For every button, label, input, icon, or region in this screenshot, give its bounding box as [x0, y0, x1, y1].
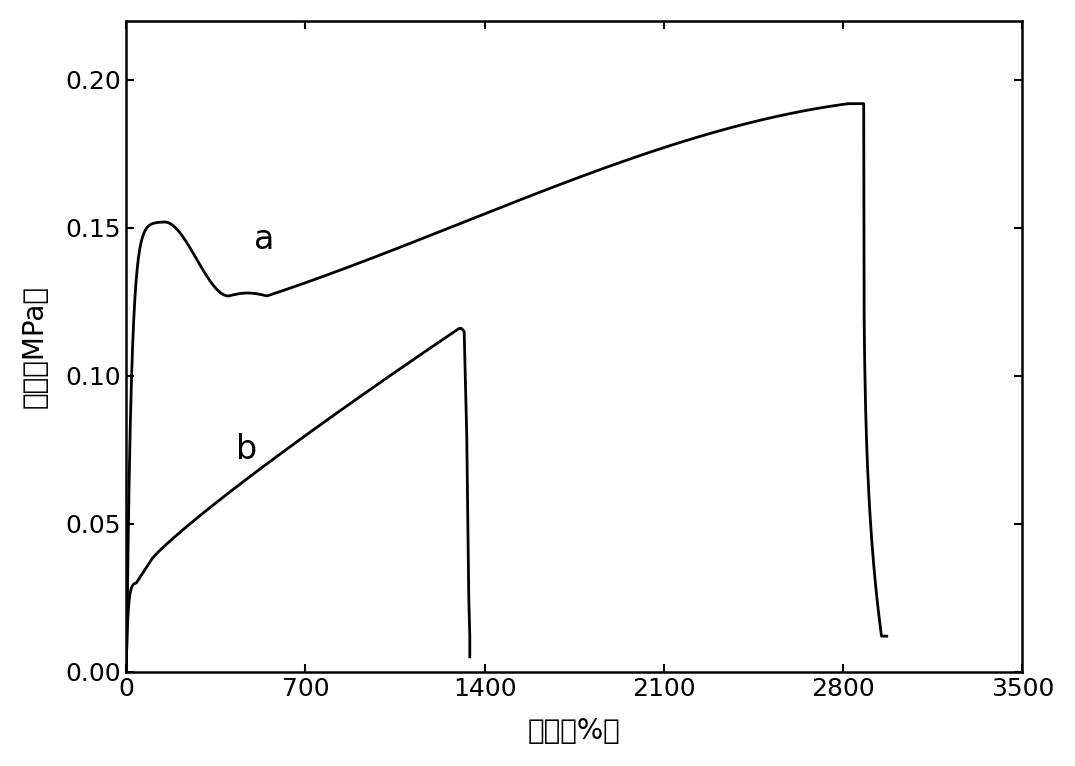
Text: a: a	[254, 223, 274, 256]
Text: b: b	[236, 433, 258, 466]
X-axis label: 应变（%）: 应变（%）	[528, 717, 620, 745]
Y-axis label: 应力（MPa）: 应力（MPa）	[20, 285, 48, 408]
